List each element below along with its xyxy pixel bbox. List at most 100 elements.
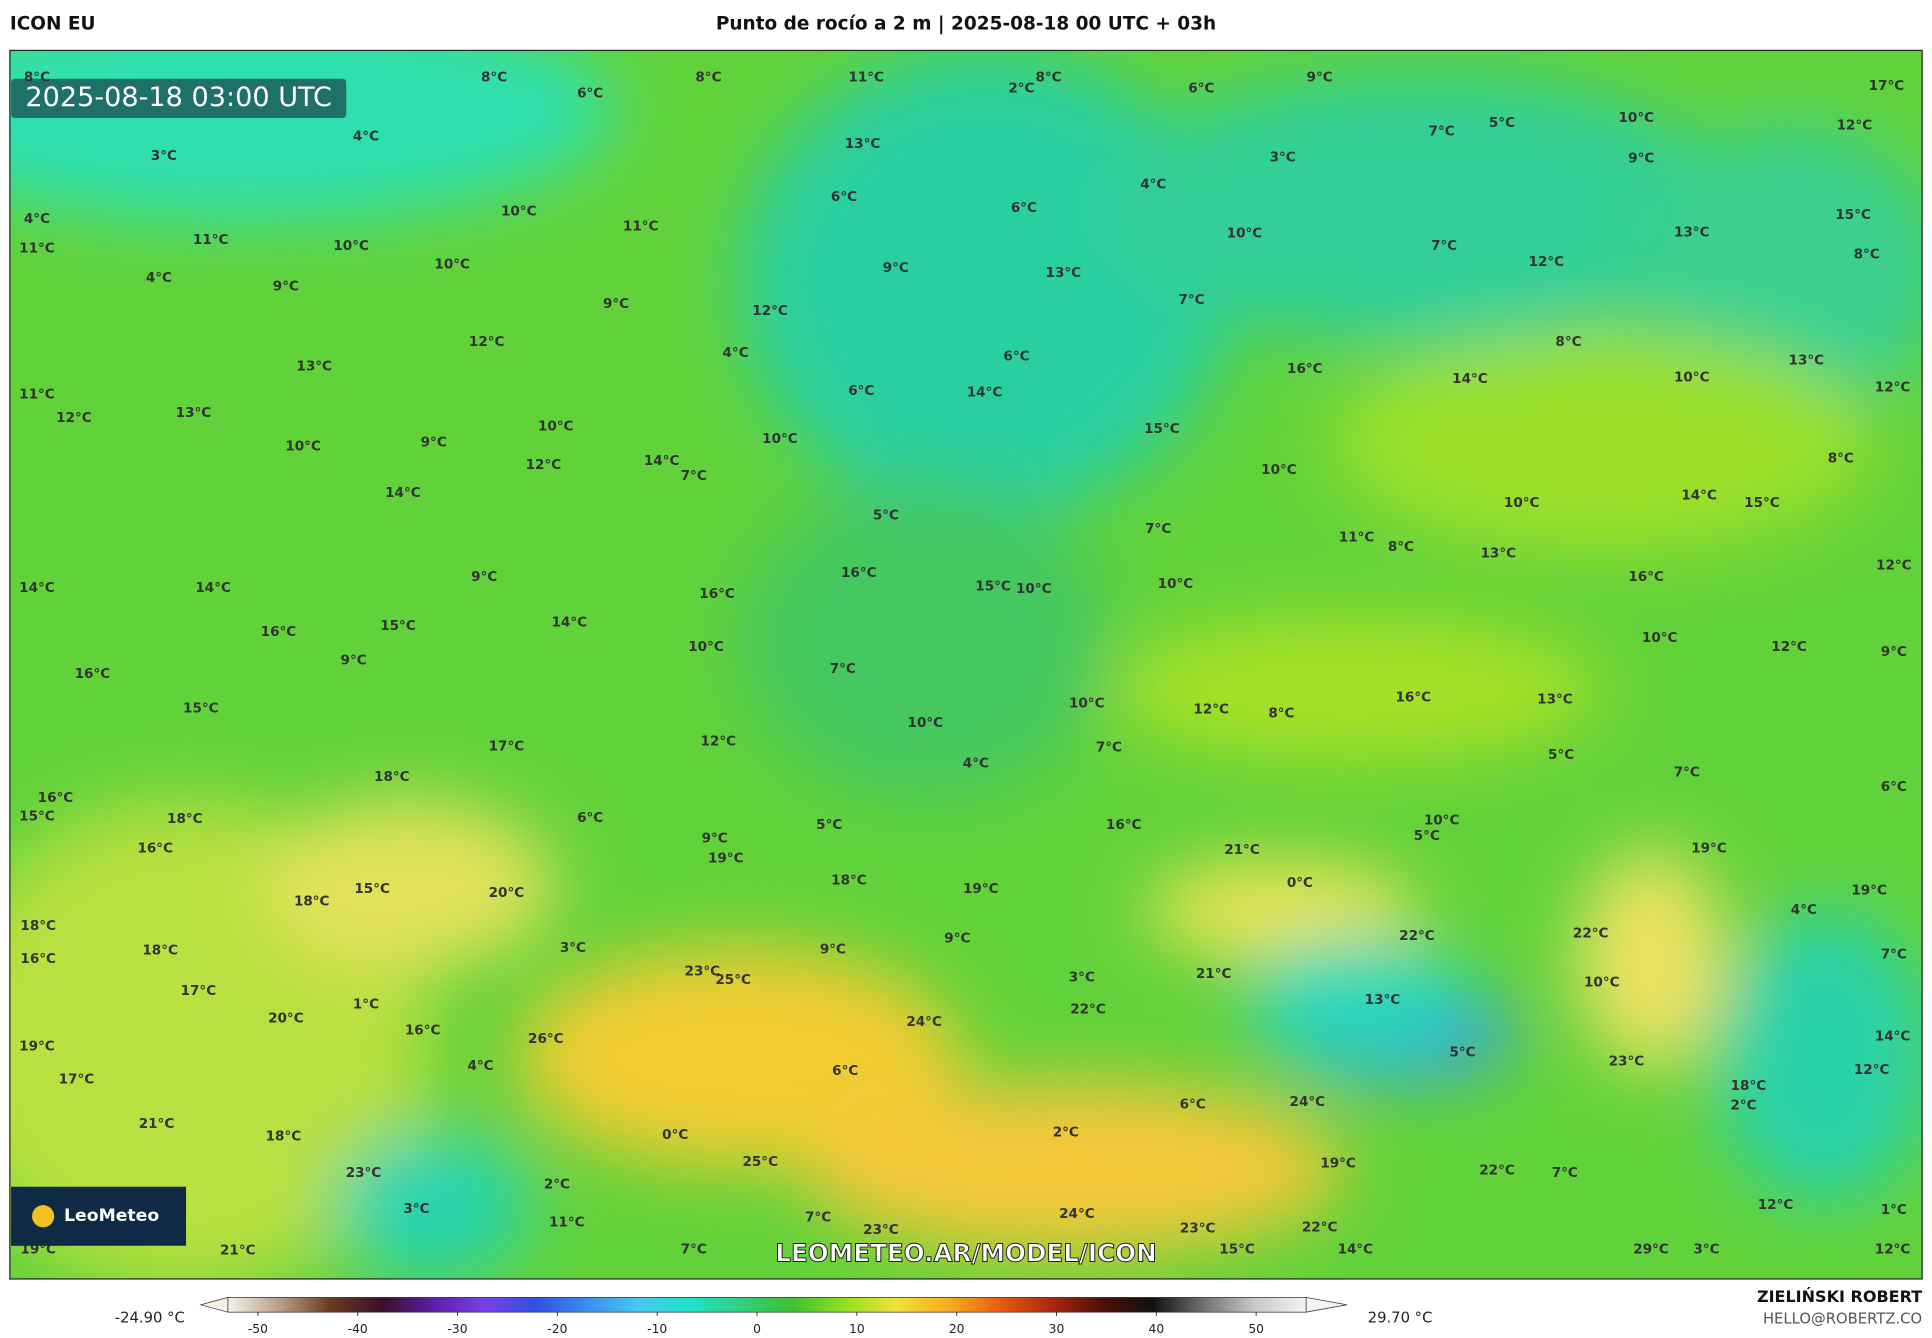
temperature-label: 19°C — [1691, 841, 1727, 857]
temperature-label: 11°C — [623, 218, 659, 234]
temperature-label: 8°C — [1854, 247, 1880, 263]
colorbar-tick-label: -40 — [348, 1322, 368, 1336]
temperature-label: 16°C — [261, 624, 297, 640]
temperature-label: 13°C — [1537, 692, 1573, 708]
colorbar-max: 29.70 °C — [1368, 1309, 1433, 1326]
timestamp: 2025-08-18 03:00 UTC — [25, 82, 332, 113]
temperature-label: 18°C — [20, 918, 56, 934]
temperature-label: 15°C — [183, 700, 219, 716]
temperature-label: 18°C — [266, 1128, 302, 1144]
temperature-label: 10°C — [333, 238, 369, 254]
temperature-label: 19°C — [708, 850, 744, 866]
temperature-label: 10°C — [434, 256, 470, 272]
temperature-label: 12°C — [1876, 558, 1912, 574]
temperature-label: 11°C — [549, 1214, 585, 1230]
temperature-label: 6°C — [832, 1063, 858, 1079]
temperature-label: 10°C — [688, 639, 724, 655]
temperature-label: 7°C — [1145, 521, 1171, 537]
temperature-label: 8°C — [1268, 705, 1294, 721]
temperature-label: 7°C — [681, 1241, 707, 1257]
temperature-label: 9°C — [702, 831, 728, 847]
temperature-label: 23°C — [685, 964, 721, 980]
temperature-label: 24°C — [1059, 1206, 1095, 1222]
temperature-label: 18°C — [142, 943, 178, 959]
temperature-label: 4°C — [1791, 902, 1817, 918]
temperature-label: 10°C — [501, 204, 537, 220]
temperature-label: 14°C — [644, 453, 680, 469]
temperature-label: 4°C — [723, 345, 749, 361]
temperature-label: 4°C — [146, 270, 172, 286]
temperature-label: 6°C — [1881, 779, 1907, 795]
temperature-label: 2°C — [544, 1176, 570, 1192]
temperature-label: 8°C — [481, 69, 507, 85]
temperature-label: 3°C — [1069, 970, 1095, 986]
colorbar-tick-label: 20 — [949, 1322, 965, 1336]
credit-author: ZIELIŃSKI ROBERT — [1757, 1287, 1922, 1306]
temperature-label: 16°C — [1628, 569, 1664, 585]
temperature-label: 23°C — [1609, 1053, 1645, 1069]
temperature-label: 25°C — [742, 1154, 778, 1170]
temperature-label: 16°C — [405, 1023, 441, 1039]
temperature-label: 10°C — [1261, 462, 1297, 478]
temperature-label: 10°C — [1227, 226, 1263, 242]
temperature-label: 18°C — [831, 873, 867, 889]
temperature-label: 15°C — [975, 579, 1011, 595]
temperature-label: 16°C — [1106, 817, 1142, 833]
temperature-label: 13°C — [845, 136, 881, 152]
temperature-label: 3°C — [1693, 1241, 1719, 1257]
temperature-label: 4°C — [963, 756, 989, 772]
temperature-label: 17°C — [181, 983, 217, 999]
temperature-label: 15°C — [1744, 495, 1780, 511]
temperature-label: 7°C — [1431, 238, 1457, 254]
temperature-label: 11°C — [848, 69, 884, 85]
temperature-label: 10°C — [538, 419, 574, 435]
temperature-label: 22°C — [1399, 928, 1435, 944]
temperature-label: 1°C — [353, 997, 379, 1013]
temperature-label: 7°C — [830, 661, 856, 677]
temperature-label: 9°C — [273, 279, 299, 295]
temperature-label: 12°C — [1193, 702, 1229, 718]
temperature-label: 9°C — [1881, 644, 1907, 660]
temperature-label: 12°C — [526, 457, 562, 473]
temperature-label: 13°C — [176, 405, 212, 421]
temperature-label: 22°C — [1573, 925, 1609, 941]
temperature-label: 10°C — [1069, 695, 1105, 711]
colorbar-tick-label: -20 — [547, 1322, 567, 1336]
temperature-label: 6°C — [1003, 349, 1029, 365]
temperature-label: 6°C — [1011, 200, 1037, 216]
temperature-label: 18°C — [374, 769, 410, 785]
temperature-label: 13°C — [1789, 352, 1825, 368]
map: 2025-08-18 03:00 UTC 8°C 6°C 8°C 11°C 2°C 8°C… — [9, 50, 1923, 1279]
temperature-label: 10°C — [1016, 581, 1052, 597]
temperature-label: 9°C — [603, 296, 629, 312]
temperature-label: 17°C — [1869, 78, 1905, 94]
temperature-label: 9°C — [471, 569, 497, 585]
temperature-label: 15°C — [1144, 421, 1180, 437]
temperature-label: 7°C — [1881, 946, 1907, 962]
temperature-label: 6°C — [1180, 1096, 1206, 1112]
temperature-label: 13°C — [1046, 265, 1082, 281]
temperature-label: 19°C — [1851, 882, 1887, 898]
temperature-label: 21°C — [139, 1116, 175, 1132]
temperature-label: 15°C — [1219, 1241, 1255, 1257]
colorbar-min: -24.90 °C — [115, 1309, 185, 1326]
colorbar-right-arrow — [1305, 1296, 1347, 1313]
temperature-label: 6°C — [577, 85, 603, 101]
temperature-label: 14°C — [19, 580, 55, 596]
temperature-label: 8°C — [1388, 539, 1414, 555]
temperature-label: 9°C — [944, 930, 970, 946]
temperature-label: 7°C — [1552, 1165, 1578, 1181]
temperature-label: 12°C — [701, 734, 737, 750]
colorbar — [227, 1297, 1307, 1313]
temperature-label: 14°C — [967, 384, 1003, 400]
colorbar-left-arrow — [199, 1296, 229, 1313]
temperature-label: 7°C — [1096, 740, 1122, 756]
temperature-label: 15°C — [19, 809, 55, 825]
temperature-label: 17°C — [489, 738, 525, 754]
temperature-label: 14°C — [1452, 371, 1488, 387]
temperature-label: 12°C — [752, 303, 788, 319]
temperature-label: 14°C — [1875, 1029, 1911, 1045]
temperature-label: 26°C — [528, 1031, 564, 1047]
temperature-label: 12°C — [469, 334, 505, 350]
